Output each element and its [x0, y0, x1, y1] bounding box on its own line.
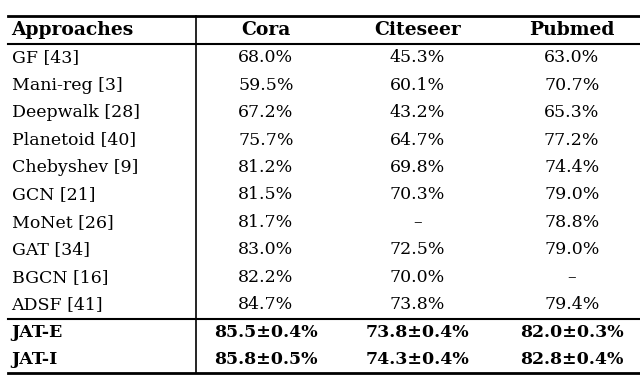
Text: –: – [413, 214, 422, 231]
Text: 85.8±0.5%: 85.8±0.5% [214, 351, 317, 368]
Text: 73.8%: 73.8% [390, 296, 445, 313]
Text: 81.2%: 81.2% [238, 159, 294, 176]
Text: 82.8±0.4%: 82.8±0.4% [520, 351, 623, 368]
Text: GAT [34]: GAT [34] [12, 241, 90, 258]
Text: 82.0±0.3%: 82.0±0.3% [520, 324, 623, 341]
Text: Approaches: Approaches [12, 21, 134, 39]
Text: Chebyshev [9]: Chebyshev [9] [12, 159, 138, 176]
Text: JAT-I: JAT-I [12, 351, 58, 368]
Text: 63.0%: 63.0% [544, 49, 599, 66]
Text: 81.5%: 81.5% [238, 186, 294, 204]
Text: 79.0%: 79.0% [544, 186, 600, 204]
Text: 64.7%: 64.7% [390, 132, 445, 149]
Text: 65.3%: 65.3% [544, 104, 600, 121]
Text: 85.5±0.4%: 85.5±0.4% [214, 324, 317, 341]
Text: 83.0%: 83.0% [238, 241, 294, 258]
Text: Pubmed: Pubmed [529, 21, 614, 39]
Text: 82.2%: 82.2% [238, 269, 294, 286]
Text: Citeseer: Citeseer [374, 21, 461, 39]
Text: Planetoid [40]: Planetoid [40] [12, 132, 136, 149]
Text: 45.3%: 45.3% [390, 49, 445, 66]
Text: 68.0%: 68.0% [238, 49, 293, 66]
Text: 73.8±0.4%: 73.8±0.4% [365, 324, 469, 341]
Text: 74.4%: 74.4% [544, 159, 599, 176]
Text: MoNet [26]: MoNet [26] [12, 214, 113, 231]
Text: GF [43]: GF [43] [12, 49, 79, 66]
Text: Cora: Cora [241, 21, 291, 39]
Text: 70.3%: 70.3% [390, 186, 445, 204]
Text: 67.2%: 67.2% [238, 104, 294, 121]
Text: 74.3±0.4%: 74.3±0.4% [365, 351, 469, 368]
Text: 81.7%: 81.7% [238, 214, 294, 231]
Text: 79.0%: 79.0% [544, 241, 600, 258]
Text: 75.7%: 75.7% [238, 132, 294, 149]
Text: 77.2%: 77.2% [544, 132, 600, 149]
Text: BGCN [16]: BGCN [16] [12, 269, 108, 286]
Text: 69.8%: 69.8% [390, 159, 445, 176]
Text: 60.1%: 60.1% [390, 77, 445, 94]
Text: Deepwalk [28]: Deepwalk [28] [12, 104, 140, 121]
Text: Mani-reg [3]: Mani-reg [3] [12, 77, 122, 94]
Text: 84.7%: 84.7% [238, 296, 294, 313]
Text: 70.0%: 70.0% [390, 269, 445, 286]
Text: ADSF [41]: ADSF [41] [12, 296, 103, 313]
Text: GCN [21]: GCN [21] [12, 186, 95, 204]
Text: 43.2%: 43.2% [390, 104, 445, 121]
Text: 59.5%: 59.5% [238, 77, 294, 94]
Text: JAT-E: JAT-E [12, 324, 63, 341]
Text: 70.7%: 70.7% [544, 77, 600, 94]
Text: 78.8%: 78.8% [544, 214, 599, 231]
Text: 79.4%: 79.4% [544, 296, 600, 313]
Text: 72.5%: 72.5% [389, 241, 445, 258]
Text: –: – [568, 269, 576, 286]
